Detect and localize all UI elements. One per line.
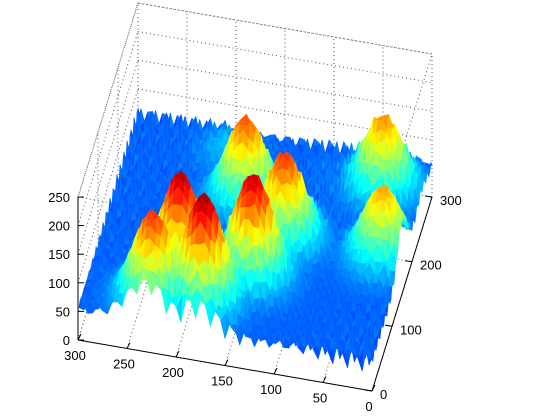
z-tick-label: 250	[48, 190, 70, 205]
z-axis-ticks: 0 50 100 150 200 250	[48, 190, 84, 348]
x-tick-mark	[77, 333, 82, 341]
x-tick-label: 50	[313, 391, 327, 406]
x-tick-label: 200	[162, 365, 184, 380]
x-tick-label: 250	[113, 357, 135, 372]
x-tick-mark	[322, 376, 327, 383]
z-tick-label: 0	[63, 333, 70, 348]
grid-line	[137, 2, 433, 55]
y-tick-mark	[384, 324, 393, 327]
x-tick-mark	[126, 342, 131, 349]
surface-patch	[77, 302, 85, 311]
z-tick-label: 200	[48, 219, 70, 234]
y-tick-mark	[364, 389, 373, 392]
y-tick-label: 100	[400, 322, 422, 337]
z-tick-label: 50	[56, 304, 70, 319]
x-tick-mark	[371, 384, 376, 392]
z-tick-label: 100	[48, 276, 70, 291]
y-tick-label: 0	[380, 387, 387, 402]
surface-mesh	[77, 107, 433, 372]
box-edge	[137, 2, 433, 55]
y-axis-ticks: 0 100 200 300	[364, 193, 462, 402]
y-tick-mark	[404, 260, 413, 263]
x-tick-mark	[224, 359, 229, 366]
x-tick-label: 150	[211, 374, 233, 389]
x-tick-label: 0	[365, 399, 372, 414]
x-axis-ticks: 0 50 100 150 200 250 300	[64, 333, 376, 414]
x-tick-mark	[273, 367, 278, 375]
y-tick-mark	[424, 195, 433, 198]
z-tick-label: 150	[48, 247, 70, 262]
x-tick-mark	[175, 350, 180, 358]
grid-line	[137, 59, 433, 112]
grid-line	[137, 31, 433, 84]
surface-patch	[160, 285, 168, 314]
y-tick-label: 200	[420, 258, 442, 273]
y-tick-label: 300	[440, 193, 462, 208]
y-axis-line	[371, 196, 433, 392]
surface-patch	[312, 345, 320, 361]
x-tick-label: 100	[260, 382, 282, 397]
x-tick-label: 300	[64, 348, 86, 363]
